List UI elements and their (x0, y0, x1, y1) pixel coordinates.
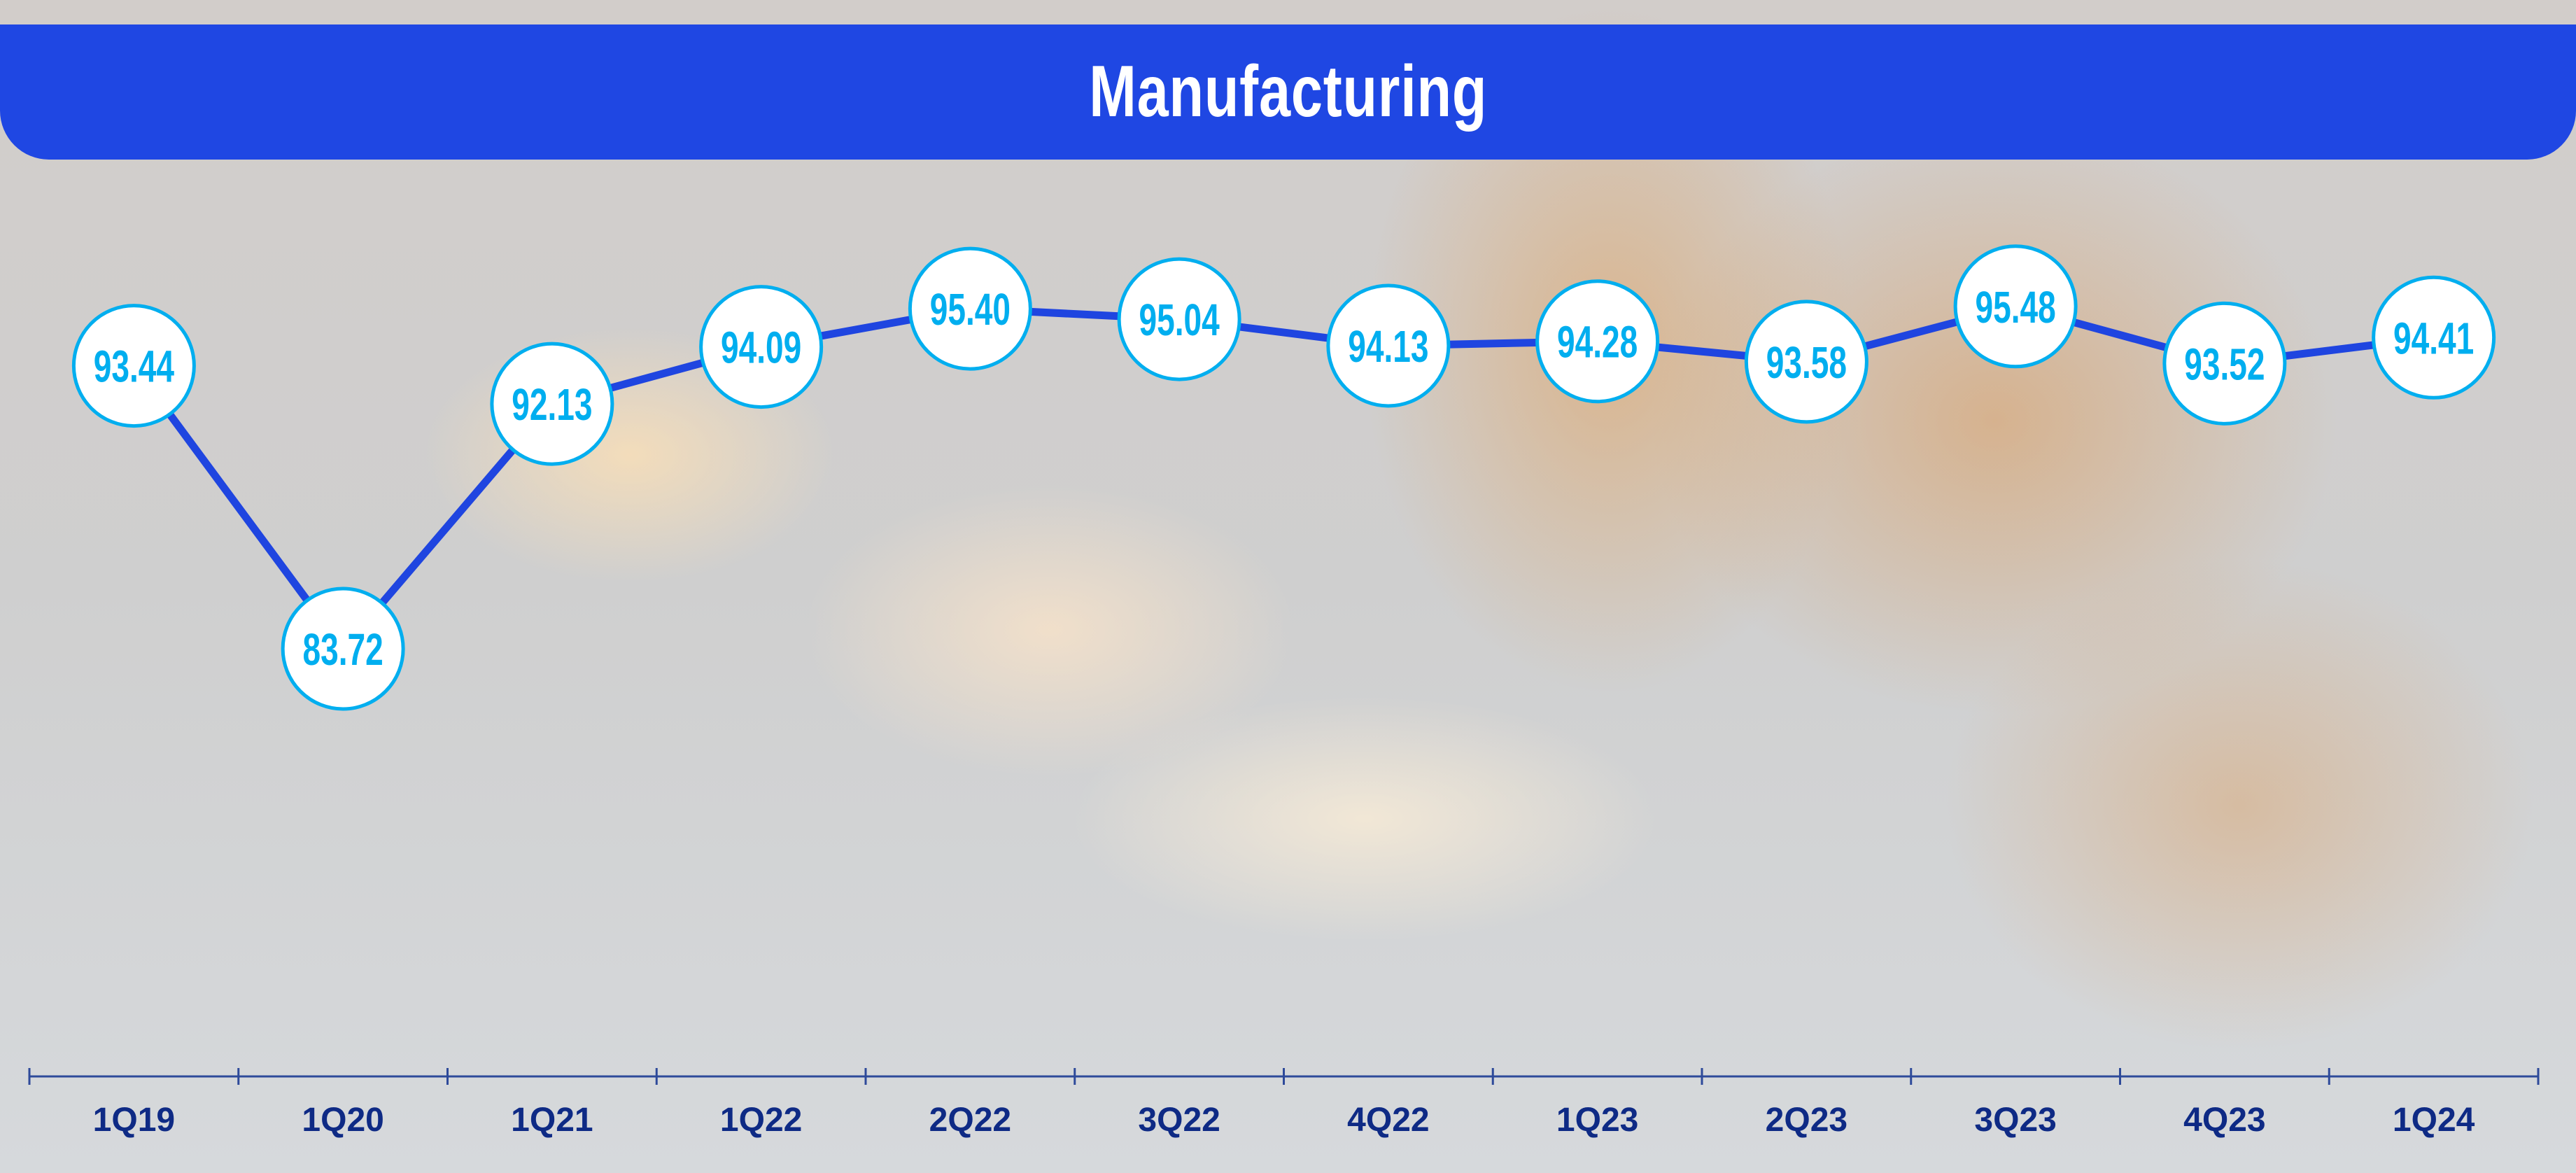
data-point-marker (2372, 275, 2496, 400)
data-label: 95.04 (1139, 295, 1219, 345)
series-line (130, 302, 2435, 653)
data-label: 92.13 (512, 380, 592, 430)
data-point-marker (490, 342, 614, 466)
x-tick-label: 2Q22 (929, 1102, 1011, 1139)
data-point-marker (1117, 257, 1241, 381)
data-point-marker (2162, 301, 2287, 426)
x-tick-label: 3Q23 (1974, 1102, 2056, 1139)
x-tick-label: 1Q23 (1556, 1102, 1638, 1139)
x-tick-label: 1Q22 (720, 1102, 802, 1139)
data-point-marker (908, 246, 1032, 371)
x-tick-label: 1Q24 (2393, 1102, 2475, 1139)
data-label: 94.13 (1348, 322, 1428, 372)
x-tick-label: 3Q22 (1138, 1102, 1220, 1139)
data-label: 93.58 (1766, 337, 1847, 387)
data-point-marker (71, 304, 196, 428)
data-label: 94.09 (721, 323, 801, 372)
data-label: 93.52 (2184, 339, 2265, 389)
data-point-marker (1744, 300, 1868, 424)
data-label: 93.44 (94, 342, 174, 391)
data-label: 94.28 (1557, 317, 1638, 367)
data-label: 95.40 (930, 285, 1011, 335)
x-tick-label: 4Q22 (1347, 1102, 1429, 1139)
x-tick-label: 1Q20 (302, 1102, 383, 1139)
x-tick-label: 4Q23 (2183, 1102, 2265, 1139)
data-point-marker (1953, 244, 2078, 369)
chart-title: Manufacturing (1089, 51, 1487, 132)
data-point-marker (281, 586, 405, 711)
data-label: 95.48 (1975, 282, 2055, 332)
data-label: 83.72 (302, 625, 383, 675)
x-tick-label: 2Q23 (1766, 1102, 1847, 1139)
data-point-marker (699, 285, 824, 409)
data-label: 94.41 (2393, 314, 2474, 363)
data-point-marker (1535, 279, 1660, 404)
data-point-marker (1326, 283, 1451, 408)
x-tick-label: 1Q21 (511, 1102, 593, 1139)
x-tick-label: 1Q19 (93, 1102, 175, 1139)
title-banner: Manufacturing (0, 24, 2576, 160)
